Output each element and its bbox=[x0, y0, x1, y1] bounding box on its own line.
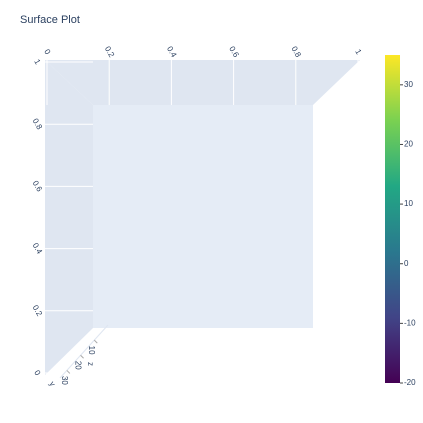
y-tick-label: 0.8 bbox=[31, 117, 45, 132]
x-tick-label: 0.8 bbox=[289, 45, 303, 60]
x-tick-label: 1 bbox=[353, 48, 363, 57]
back-wall bbox=[93, 105, 313, 328]
colorbar-tick-label: -10 bbox=[404, 318, 416, 327]
x-tick-label: 0.2 bbox=[103, 45, 117, 60]
y-tick-label: 1 bbox=[32, 58, 42, 67]
z-tick bbox=[93, 339, 98, 344]
z-tick bbox=[80, 354, 84, 359]
x-tick-label: 0.4 bbox=[165, 45, 179, 60]
top-wall bbox=[45, 60, 360, 105]
colorbar bbox=[385, 55, 400, 383]
z-axis bbox=[59, 324, 109, 379]
z-tick-label: 20 bbox=[73, 361, 82, 370]
colorbar-tick-label: 30 bbox=[404, 80, 413, 89]
z-tick bbox=[66, 370, 71, 374]
colorbar-tick-label: 0 bbox=[404, 259, 409, 268]
side-wall bbox=[45, 60, 93, 375]
y-tick-label: 0.2 bbox=[31, 304, 45, 319]
z-tick-label: 30 bbox=[60, 376, 69, 385]
colorbar-tick-label: 20 bbox=[404, 140, 413, 149]
y-tick-label: 0.4 bbox=[31, 241, 45, 256]
y-tick-label: 0 bbox=[32, 369, 42, 378]
x-tick-label: 0.6 bbox=[227, 45, 241, 60]
y-tick-label: 0.6 bbox=[31, 179, 45, 194]
x-tick-label: 0 bbox=[42, 48, 52, 57]
z-tick-label: 10 bbox=[87, 346, 96, 355]
colorbar-tick-label: 10 bbox=[404, 199, 413, 208]
z-axis-label: z bbox=[86, 362, 95, 366]
chart-title: Surface Plot bbox=[20, 14, 80, 26]
y-axis-label: y bbox=[47, 380, 57, 388]
colorbar-tick-label: -20 bbox=[404, 378, 416, 387]
